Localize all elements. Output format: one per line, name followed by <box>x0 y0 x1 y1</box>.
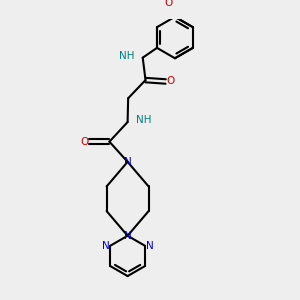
Text: N: N <box>124 231 131 241</box>
Text: N: N <box>102 241 110 251</box>
Text: N: N <box>124 157 131 167</box>
Text: N: N <box>146 241 153 251</box>
Text: O: O <box>167 76 175 86</box>
Text: O: O <box>80 137 88 147</box>
Text: NH: NH <box>136 116 152 125</box>
Text: NH: NH <box>119 51 134 61</box>
Text: O: O <box>164 0 172 8</box>
